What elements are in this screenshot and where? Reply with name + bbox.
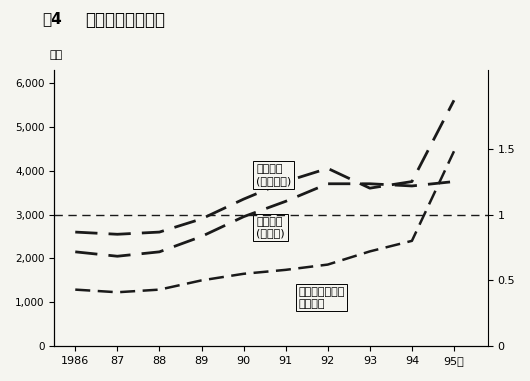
- Text: 围4: 围4: [42, 11, 62, 26]
- Text: 技術貳易額の推移: 技術貳易額の推移: [85, 11, 165, 29]
- Text: 受取額／支払額
（倍率）: 受取額／支払額 （倍率）: [298, 287, 344, 309]
- Text: 技術輸出
(受取額): 技術輸出 (受取額): [256, 217, 285, 239]
- Text: 億円: 億円: [50, 50, 63, 60]
- Text: 技術輸入
(支払い額): 技術輸入 (支払い額): [256, 164, 292, 186]
